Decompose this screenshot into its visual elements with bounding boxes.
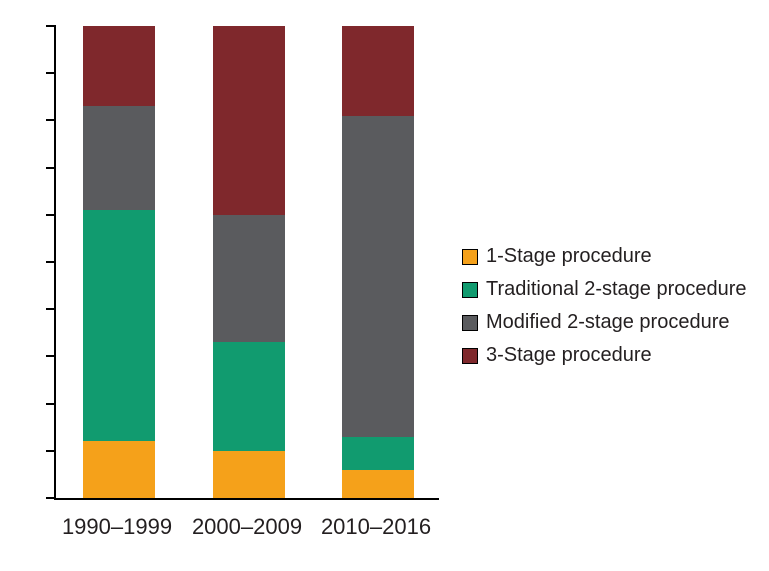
- bar-segment-three-stage: [83, 26, 155, 106]
- legend-label: 3-Stage procedure: [486, 344, 652, 367]
- y-tick: [46, 261, 56, 263]
- legend-item: 1-Stage procedure: [462, 245, 747, 268]
- bar-segment-three-stage: [213, 26, 285, 215]
- legend-swatch: [462, 282, 478, 298]
- legend-item: Modified 2-stage procedure: [462, 311, 747, 334]
- y-tick: [46, 119, 56, 121]
- y-tick: [46, 167, 56, 169]
- x-axis-label: 2010–2016: [296, 514, 456, 540]
- bar-segment-one-stage: [342, 470, 414, 498]
- bar-segment-modified-2stage: [213, 215, 285, 342]
- bar-segment-one-stage: [213, 451, 285, 498]
- y-tick: [46, 403, 56, 405]
- bar-segment-traditional-2stage: [213, 342, 285, 451]
- legend-swatch: [462, 348, 478, 364]
- y-tick: [46, 25, 56, 27]
- legend-item: 3-Stage procedure: [462, 344, 747, 367]
- bar-segment-three-stage: [342, 26, 414, 116]
- bar-segment-traditional-2stage: [342, 437, 414, 470]
- y-tick: [46, 214, 56, 216]
- legend: 1-Stage procedure Traditional 2-stage pro…: [462, 245, 747, 377]
- bar-group: [83, 26, 155, 498]
- y-tick: [46, 497, 56, 499]
- bar-segment-modified-2stage: [342, 116, 414, 437]
- bar-segment-traditional-2stage: [83, 210, 155, 441]
- y-tick: [46, 72, 56, 74]
- bar-segment-one-stage: [83, 441, 155, 498]
- legend-swatch: [462, 249, 478, 265]
- bar-segment-modified-2stage: [83, 106, 155, 210]
- legend-label: Modified 2-stage procedure: [486, 311, 729, 334]
- legend-swatch: [462, 315, 478, 331]
- bar-group: [213, 26, 285, 498]
- legend-label: 1-Stage procedure: [486, 245, 652, 268]
- legend-item: Traditional 2-stage procedure: [462, 278, 747, 301]
- y-tick: [46, 308, 56, 310]
- y-tick: [46, 450, 56, 452]
- plot-area: [54, 26, 439, 500]
- legend-label: Traditional 2-stage procedure: [486, 278, 747, 301]
- y-tick: [46, 355, 56, 357]
- bar-group: [342, 26, 414, 498]
